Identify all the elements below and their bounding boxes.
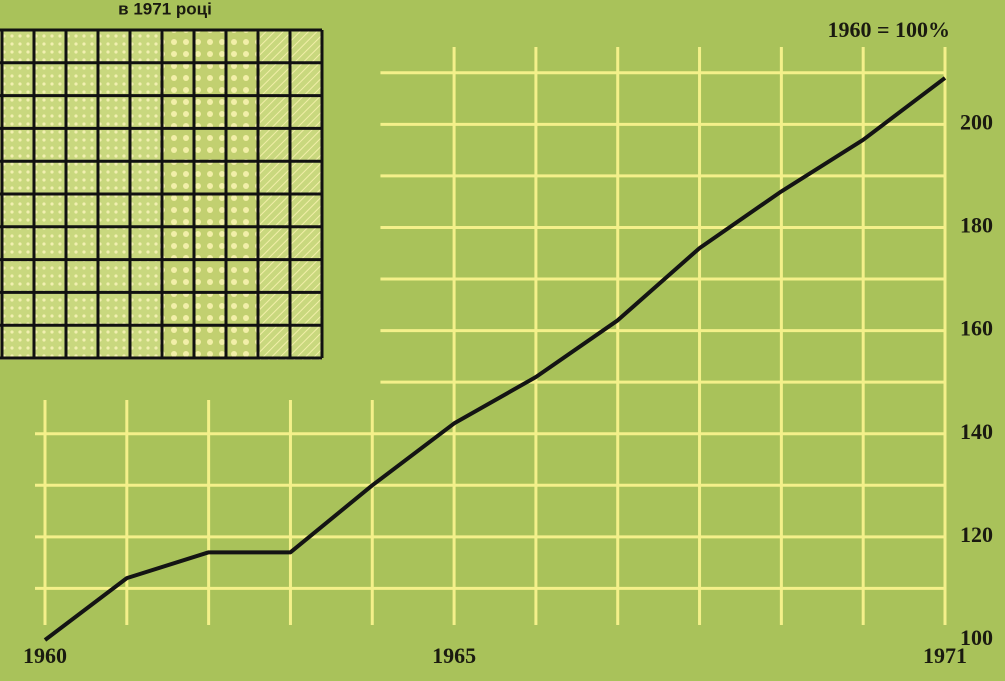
x-tick-label: 1960 xyxy=(23,643,67,668)
y-tick-label: 120 xyxy=(960,522,993,547)
y-tick-label: 100 xyxy=(960,625,993,650)
y-tick-label: 200 xyxy=(960,109,993,134)
y-tick-label: 180 xyxy=(960,213,993,238)
data-line xyxy=(43,76,947,642)
x-tick-label: 1965 xyxy=(432,643,476,668)
note: 1960 = 100% xyxy=(827,17,950,42)
inset-title: в 1971 році xyxy=(118,0,212,18)
y-tick-label: 140 xyxy=(960,419,993,444)
inset-grid xyxy=(0,28,324,360)
x-tick-label: 1971 xyxy=(923,643,967,668)
y-tick-label: 160 xyxy=(960,316,993,341)
